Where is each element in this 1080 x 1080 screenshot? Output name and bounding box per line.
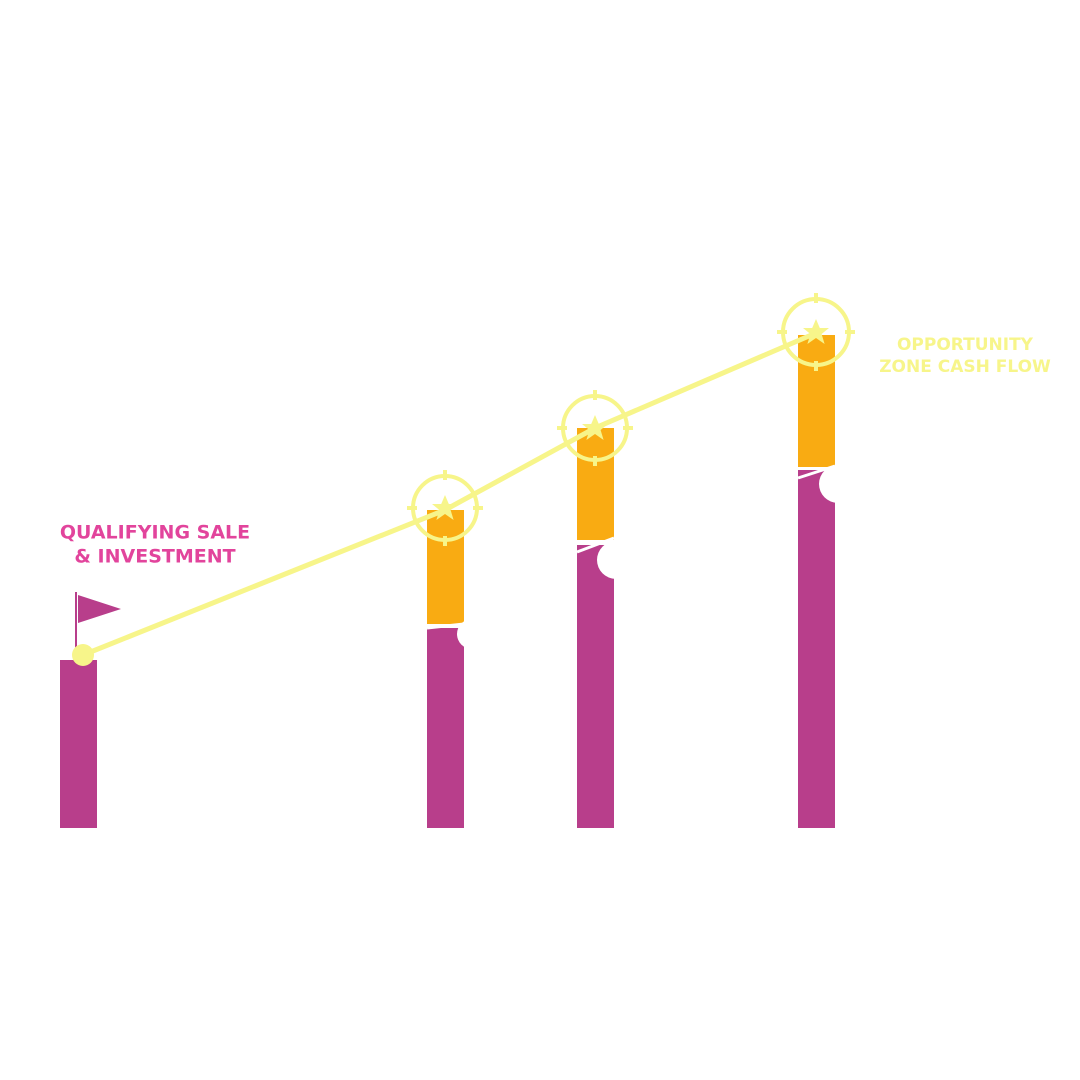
start-point	[72, 644, 94, 666]
flag	[78, 595, 121, 623]
notch	[457, 619, 487, 649]
start-label: & INVESTMENT	[74, 546, 235, 568]
target-ticks	[407, 293, 855, 546]
bar-cash-flow	[798, 335, 835, 467]
divider	[576, 536, 615, 554]
divider	[797, 464, 836, 480]
star	[432, 495, 458, 520]
notch	[819, 465, 857, 503]
star	[803, 319, 829, 344]
bar-base	[427, 628, 464, 828]
bar-base	[798, 470, 835, 828]
divider	[426, 622, 465, 630]
bar-base	[577, 545, 614, 828]
bar-cash-flow	[577, 428, 614, 540]
stars	[432, 319, 829, 520]
targets	[407, 293, 855, 546]
bar-cash-flow	[427, 510, 464, 624]
star	[582, 415, 608, 440]
bar-base	[60, 660, 97, 828]
growth-line	[82, 330, 817, 658]
end-label: OPPORTUNITY	[897, 335, 1034, 355]
end-label: ZONE CASH FLOW	[879, 357, 1051, 377]
start-label: QUALIFYING SALE	[60, 522, 250, 544]
notch	[597, 541, 635, 579]
